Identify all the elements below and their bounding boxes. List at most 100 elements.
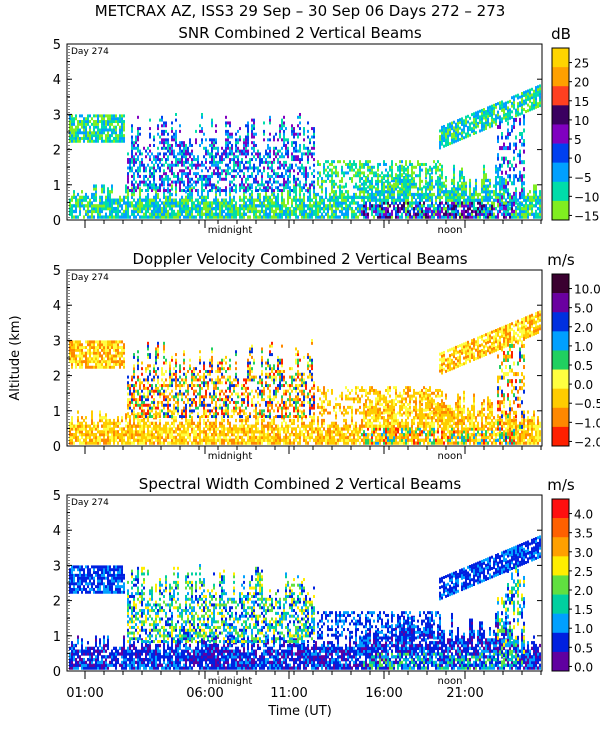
colorbar-segment	[552, 407, 569, 428]
colorbar-label: 5.0	[574, 302, 593, 316]
colorbar-segment	[552, 124, 569, 144]
colorbar-segment	[552, 556, 569, 576]
colorbar-segment	[552, 651, 569, 672]
colorbar-label: 20	[574, 76, 589, 90]
colorbar-label: 5	[574, 133, 582, 147]
colorbar-label: −10	[574, 190, 599, 204]
colorbar-segment	[552, 67, 569, 87]
colorbar: 4.0 3.5 3.0 2.5 2.0 1.5 1.0 0.5 0.0	[551, 498, 593, 674]
y-tick-label: 2	[53, 144, 61, 159]
day-marker-label: Day 274	[71, 498, 109, 508]
colorbar-segment	[552, 499, 569, 519]
panel-title: SNR Combined 2 Vertical Beams	[178, 24, 421, 42]
colorbar-label: 2.5	[574, 565, 593, 579]
colorbar-label: 25	[574, 57, 589, 71]
midnight-label: midnight	[208, 225, 253, 236]
colorbar-label: 1.0	[574, 622, 593, 636]
midnight-label: midnight	[208, 451, 253, 462]
colorbar-frame	[551, 498, 570, 672]
colorbar-label: 2.0	[574, 584, 593, 598]
colorbar-label: 0.0	[574, 660, 593, 674]
y-tick-label: 5	[53, 264, 61, 279]
colorbar-label: −15	[574, 209, 599, 223]
y-tick-label: 0	[53, 440, 61, 455]
heatmap-cells	[69, 84, 541, 219]
x-tick-label: 21:00	[446, 686, 483, 701]
colorbar: 10.0 5.0 2.0 1.0 0.5 0.0 −0.5 −1.0 −2.0	[551, 273, 600, 449]
colorbar-segment	[552, 594, 569, 614]
y-tick-label: 4	[53, 524, 61, 539]
colorbar-segment	[552, 274, 569, 294]
y-tick-label: 2	[53, 595, 61, 610]
day-marker-label: Day 274	[71, 273, 109, 283]
colorbar-segment	[552, 86, 569, 106]
colorbar-segment	[552, 312, 569, 332]
y-tick-label: 1	[53, 405, 61, 420]
y-tick-label: 1	[53, 179, 61, 194]
panel-2: Doppler Velocity Combined 2 Vertical Bea…	[8, 250, 600, 462]
colorbar: 25 20 15 10 5 0 −5 −10 −15	[551, 47, 599, 223]
panel-3: Spectral Width Combined 2 Vertical Beams…	[53, 475, 593, 719]
y-tick-label: 3	[53, 559, 61, 574]
colorbar-segment	[552, 181, 569, 202]
x-axis-label: Time (UT)	[267, 704, 332, 719]
noon-label: noon	[438, 225, 463, 236]
colorbar-segment	[552, 537, 569, 557]
colorbar-label: −0.5	[574, 397, 600, 411]
colorbar-segment	[552, 518, 569, 538]
colorbar-label: −1.0	[574, 416, 600, 430]
noon-label: noon	[438, 676, 463, 687]
colorbar-segment	[552, 388, 569, 409]
colorbar-units: m/s	[547, 251, 575, 269]
colorbar-segment	[552, 48, 569, 68]
y-tick-label: 3	[53, 334, 61, 349]
colorbar-segment	[552, 632, 569, 653]
colorbar-segment	[552, 575, 569, 595]
colorbar-label: 0.0	[574, 378, 593, 392]
y-tick-label: 3	[53, 108, 61, 123]
colorbar-segment	[552, 293, 569, 313]
y-tick-label: 1	[53, 630, 61, 645]
y-tick-label: 5	[53, 38, 61, 53]
colorbar-segment	[552, 105, 569, 125]
colorbar-label: 1.0	[574, 340, 593, 354]
colorbar-label: 3.5	[574, 527, 593, 541]
colorbar-label: 0.5	[574, 359, 593, 373]
colorbar-frame	[551, 273, 570, 447]
y-tick-label: 4	[53, 73, 61, 88]
colorbar-units: m/s	[547, 476, 575, 494]
x-tick-label: 06:00	[186, 686, 223, 701]
noon-label: noon	[438, 451, 463, 462]
colorbar-label: 4.0	[574, 508, 593, 522]
colorbar-label: 1.5	[574, 603, 593, 617]
y-tick-label: 0	[53, 665, 61, 680]
colorbar-segment	[552, 143, 569, 163]
colorbar-label: 0.5	[574, 641, 593, 655]
colorbar-segment	[552, 350, 569, 370]
colorbar-label: 10.0	[574, 283, 600, 297]
x-tick-label: 16:00	[365, 686, 402, 701]
x-tick-label: 11:00	[270, 686, 307, 701]
y-tick-label: 2	[53, 370, 61, 385]
panel-title: Doppler Velocity Combined 2 Vertical Bea…	[132, 250, 467, 268]
colorbar-segment	[552, 426, 569, 447]
x-tick-label: 01:00	[66, 686, 103, 701]
colorbar-label: 3.0	[574, 546, 593, 560]
colorbar-label: 0	[574, 152, 582, 166]
heatmap-cells	[69, 310, 541, 445]
colorbar-segment	[552, 331, 569, 351]
y-tick-label: 4	[53, 299, 61, 314]
panel-title: Spectral Width Combined 2 Vertical Beams	[139, 475, 462, 493]
colorbar-label: 2.0	[574, 321, 593, 335]
day-marker-label: Day 274	[71, 47, 109, 57]
y-tick-label: 5	[53, 489, 61, 504]
colorbar-segment	[552, 613, 569, 634]
colorbar-segment	[552, 162, 569, 183]
figure-title: METCRAX AZ, ISS3 29 Sep – 30 Sep 06 Days…	[95, 2, 506, 20]
y-axis-label: Altitude (km)	[8, 315, 23, 400]
colorbar-label: −2.0	[574, 435, 600, 449]
y-tick-label: 0	[53, 214, 61, 229]
panel-1: SNR Combined 2 Vertical Beams dB Day 274 0 1…	[53, 24, 600, 236]
